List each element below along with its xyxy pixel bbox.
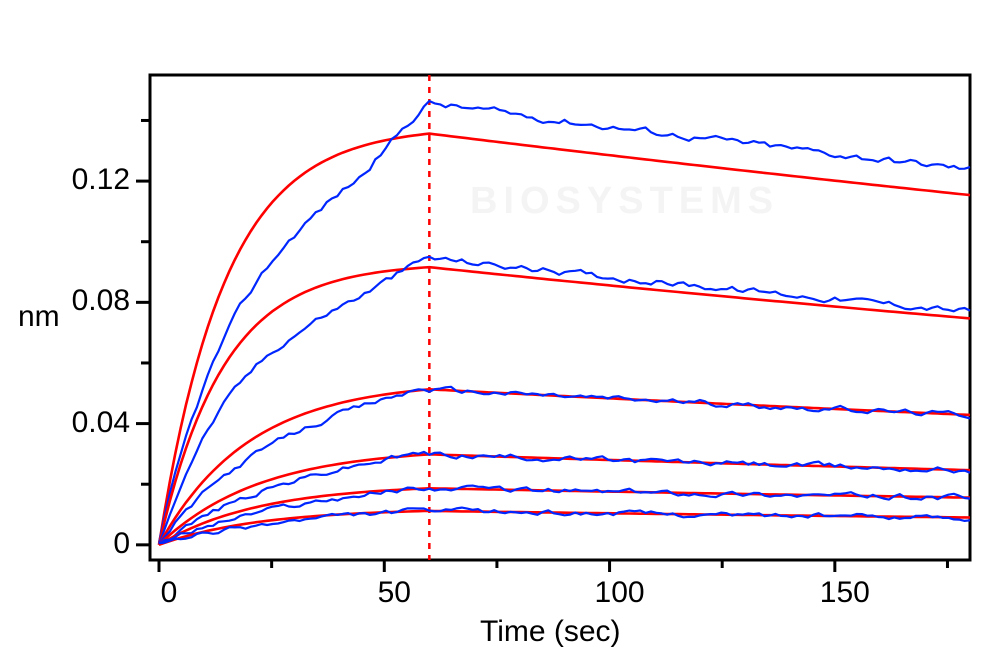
y-tick-label: 0.08 [72,284,130,318]
kinetics-chart: BIOSYSTEMS nm Time (sec) 05010015000.040… [0,0,1000,670]
x-tick-label: 150 [815,576,875,610]
y-tick-label: 0 [113,527,130,561]
plot-svg [0,0,1000,670]
x-tick-label: 100 [590,576,650,610]
x-tick-label: 0 [139,576,199,610]
y-axis-label: nm [18,300,60,334]
y-tick-label: 0.12 [72,163,130,197]
y-tick-label: 0.04 [72,406,130,440]
x-tick-label: 50 [364,576,424,610]
x-axis-label: Time (sec) [480,615,621,649]
fit-curve [159,134,970,545]
